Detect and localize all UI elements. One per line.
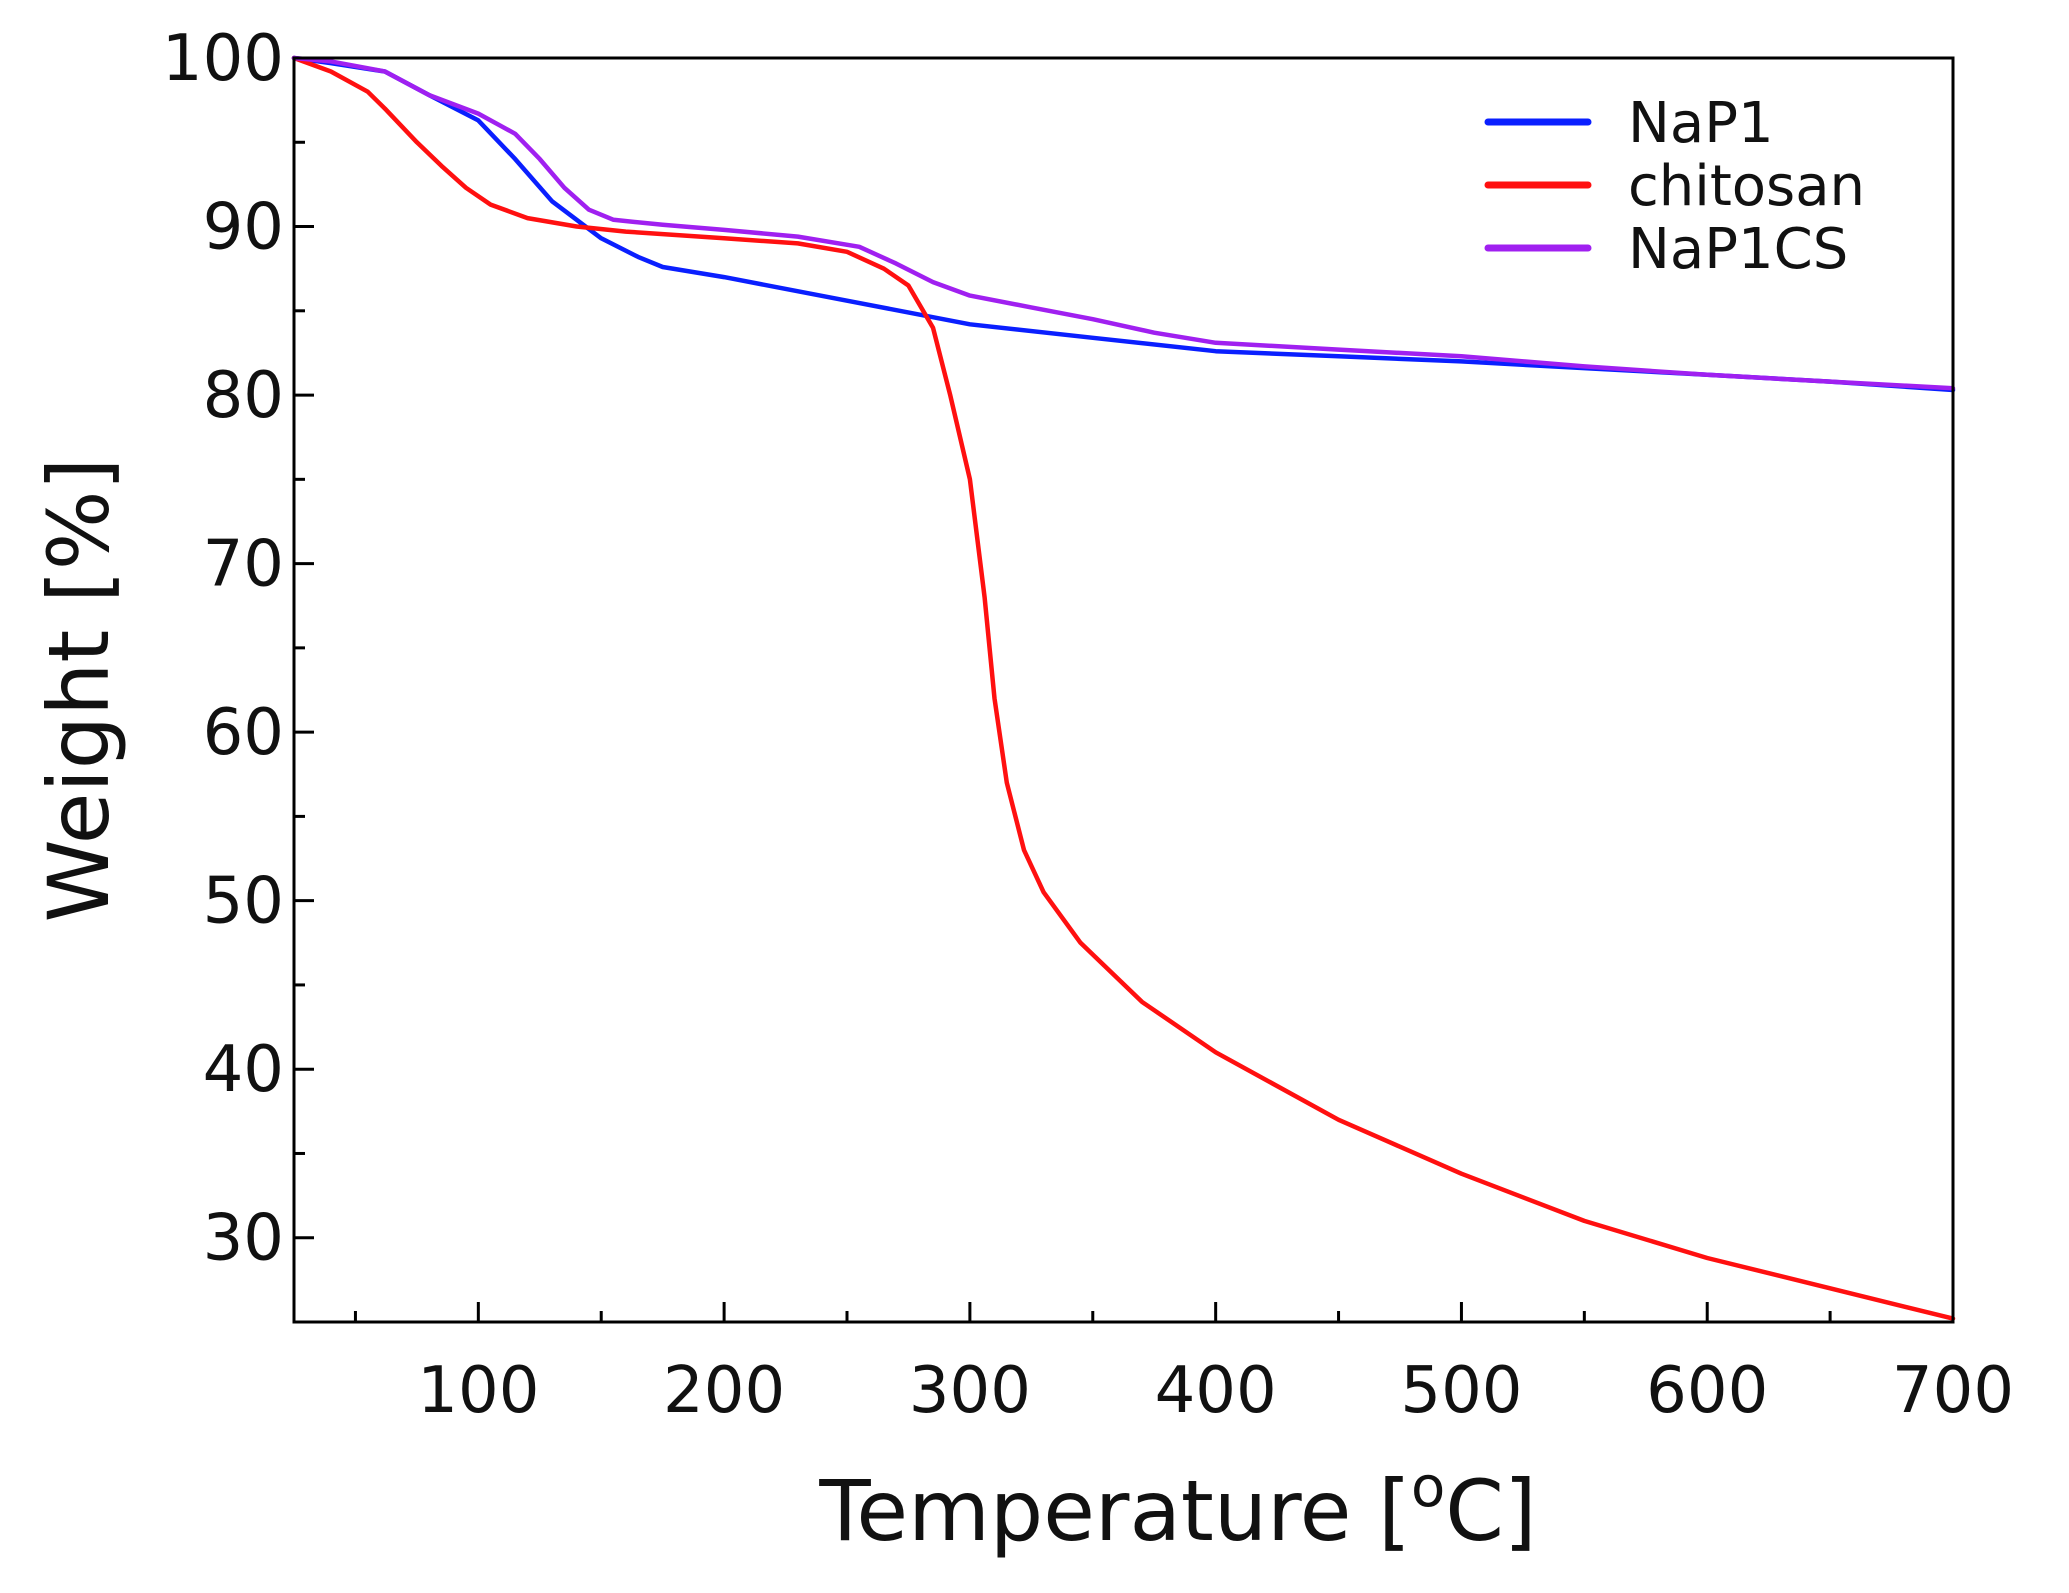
plot-frame xyxy=(292,56,1955,1324)
legend-label-nap1: NaP1 xyxy=(1628,91,1774,156)
x-tick-label: 100 xyxy=(417,1354,539,1428)
y-tick-label: 90 xyxy=(203,191,284,265)
x-axis-title-superscript: o xyxy=(1411,1455,1445,1520)
x-tick-labels: 100 200 300 400 500 600 700 xyxy=(417,1354,2014,1428)
x-tick-label: 300 xyxy=(909,1354,1031,1428)
series-line-chitosan xyxy=(291,55,1956,1321)
y-tick-label: 50 xyxy=(203,865,284,939)
x-tick-label: 600 xyxy=(1646,1354,1768,1428)
y-axis-title: Weight [%] xyxy=(30,458,128,923)
y-tick-label: 70 xyxy=(203,528,284,602)
x-axis-title: Temperature [oC] xyxy=(818,1455,1536,1560)
x-axis-title-end: C] xyxy=(1445,1462,1536,1560)
series-layer xyxy=(291,55,1956,1321)
y-tick-label: 40 xyxy=(203,1033,284,1107)
series-line-nap1cs xyxy=(291,55,1956,391)
x-tick-label: 400 xyxy=(1155,1354,1277,1428)
y-tick-label: 30 xyxy=(203,1202,284,1276)
y-tick-label: 100 xyxy=(162,22,284,96)
x-tick-label: 200 xyxy=(663,1354,785,1428)
x-axis-title-main: Temperature [ xyxy=(818,1462,1411,1560)
y-tick-label: 60 xyxy=(203,696,284,770)
x-tick-label: 700 xyxy=(1892,1354,2014,1428)
x-tick-label: 500 xyxy=(1400,1354,1522,1428)
legend-label-chitosan: chitosan xyxy=(1628,154,1865,219)
y-tick-labels: 30 40 50 60 70 80 90 100 xyxy=(162,22,284,1276)
legend-label-nap1cs: NaP1CS xyxy=(1628,217,1848,282)
y-tick-label: 80 xyxy=(203,359,284,433)
